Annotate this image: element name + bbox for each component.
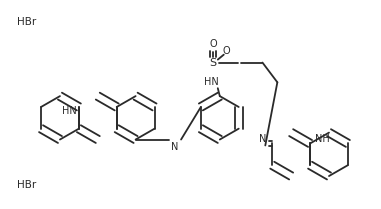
Text: HN: HN xyxy=(205,77,219,87)
Text: N: N xyxy=(171,143,179,153)
Text: S: S xyxy=(209,57,216,68)
Text: HBr: HBr xyxy=(16,17,36,27)
Text: N: N xyxy=(259,134,266,144)
Text: HN: HN xyxy=(62,106,76,116)
Text: O: O xyxy=(209,39,217,49)
Text: NH: NH xyxy=(315,134,329,144)
Text: O: O xyxy=(223,46,231,56)
Text: HBr: HBr xyxy=(16,180,36,190)
